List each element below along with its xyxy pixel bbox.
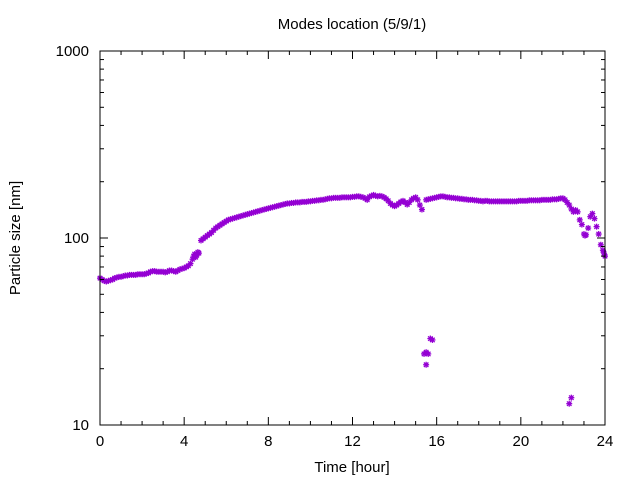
- data-point: [574, 208, 581, 215]
- data-point: [429, 336, 436, 343]
- data-point: [600, 250, 607, 257]
- x-tick-label: 12: [344, 433, 361, 450]
- x-axis-label: Time [hour]: [314, 459, 389, 476]
- data-point: [583, 231, 590, 238]
- data-point: [566, 400, 573, 407]
- chart-title: Modes location (5/9/1): [278, 16, 426, 33]
- data-point: [418, 206, 425, 213]
- data-point: [589, 210, 596, 217]
- x-tick-label: 24: [597, 433, 614, 450]
- x-tick-label: 8: [264, 433, 272, 450]
- y-tick-label: 1000: [56, 43, 89, 60]
- x-tick-label: 0: [96, 433, 104, 450]
- data-point: [593, 223, 600, 230]
- data-point: [595, 231, 602, 238]
- data-point: [585, 225, 592, 232]
- y-axis-label: Particle size [nm]: [7, 181, 24, 295]
- data-point: [578, 221, 585, 228]
- axis-ticks: 0 4 8 12 16 20 24 10 100 1000: [56, 43, 614, 450]
- x-tick-label: 4: [180, 433, 188, 450]
- data-point: [195, 250, 202, 257]
- data-points: [97, 191, 608, 407]
- data-point: [425, 350, 432, 357]
- data-point: [423, 361, 430, 368]
- data-point: [414, 196, 421, 203]
- x-tick-label: 16: [428, 433, 445, 450]
- data-point: [591, 215, 598, 222]
- data-point: [576, 216, 583, 223]
- data-point: [568, 394, 575, 401]
- y-tick-label: 10: [72, 417, 89, 434]
- y-tick-label: 100: [64, 230, 89, 247]
- plot-frame: [99, 50, 606, 426]
- x-tick-label: 20: [512, 433, 529, 450]
